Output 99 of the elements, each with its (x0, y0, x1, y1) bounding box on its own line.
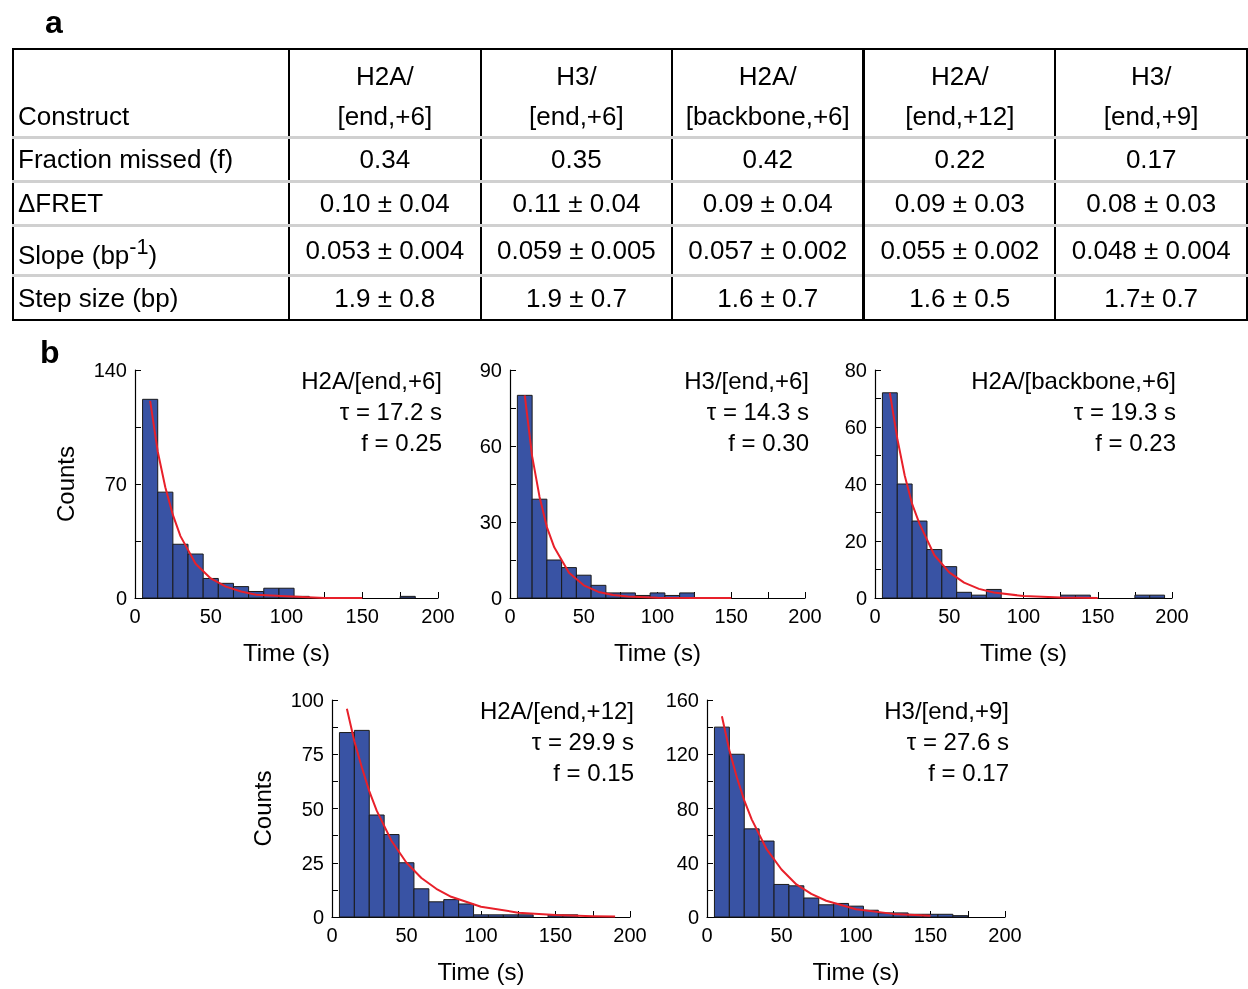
text: H2A/[end,+12] (863, 49, 1056, 137)
text: 0.057 ± 0.002 (672, 225, 864, 276)
annotation: H2A/[backbone,+6] (971, 366, 1176, 394)
text: 0.055 ± 0.002 (863, 225, 1056, 276)
y-tick-label: 160 (665, 689, 699, 711)
text: H2A/[backbone,+6] (672, 49, 864, 137)
y-axis-title: Counts (248, 770, 276, 847)
text: Construct (17, 99, 131, 133)
text: Slope (bp$^{-1}$) (13, 225, 289, 276)
text: a (45, 3, 64, 42)
annotation: f = 0.15 (553, 758, 634, 786)
x-axis-title: Time (s) (812, 957, 900, 985)
annotation: f = 0.23 (1095, 428, 1176, 456)
x-tick-label: 200 (788, 605, 822, 627)
annotation: τ = 17.2 s (339, 397, 442, 425)
annotation: τ = 19.3 s (1073, 397, 1176, 425)
x-axis-title: Time (s) (613, 638, 702, 666)
annotation: H2A/[end,+6] (301, 366, 442, 394)
y-tick-label: 60 (844, 416, 867, 438)
x-tick-label: 50 (395, 924, 418, 946)
x-tick-label: 0 (129, 605, 141, 627)
x-tick-label: 0 (326, 924, 338, 946)
y-tick-label: 60 (479, 435, 502, 457)
y-tick-label: 80 (676, 797, 699, 820)
y-tick-label: 0 (115, 587, 127, 609)
text: 0.17 (1055, 137, 1247, 181)
x-axis-title: Time (s) (242, 638, 331, 666)
annotation: τ = 27.6 s (906, 727, 1009, 755)
y-tick-label: 120 (665, 743, 699, 766)
text: 1.6 ± 0.5 (863, 275, 1056, 320)
y-axis-title: Counts (51, 445, 79, 523)
x-tick-label: 100 (640, 605, 675, 627)
x-tick-label: 0 (504, 605, 516, 627)
x-axis-title: Time (s) (437, 957, 525, 985)
y-tick-label: 75 (301, 743, 324, 766)
y-tick-label: 0 (855, 587, 867, 609)
text: 0.11 ± 0.04 (480, 181, 673, 225)
annotation: H2A/[end,+12] (479, 696, 634, 724)
y-tick-label: 30 (479, 511, 502, 533)
x-tick-label: 50 (770, 924, 793, 946)
text: Fraction missed (f) (13, 137, 289, 181)
y-tick-label: 140 (93, 359, 127, 381)
text: 0.35 (480, 137, 673, 181)
x-tick-label: 200 (613, 924, 647, 946)
text: 1.9 ± 0.7 (480, 275, 673, 320)
x-tick-label: 100 (1006, 605, 1041, 627)
y-tick-label: 0 (490, 587, 502, 609)
chart-title: b (40, 334, 60, 371)
text: 0.048 ± 0.004 (1055, 225, 1247, 276)
text: H3/[end,+9] (1055, 49, 1247, 137)
annotation: f = 0.25 (361, 428, 442, 456)
text: 0.10 ± 0.04 (289, 181, 481, 225)
text: H3/[end,+6] (480, 49, 673, 137)
y-tick-label: 0 (687, 906, 699, 928)
x-tick-label: 0 (869, 605, 881, 627)
text: 1.7± 0.7 (1055, 275, 1247, 320)
x-axis-title: Time (s) (979, 638, 1068, 666)
text: 0.059 ± 0.005 (480, 225, 673, 276)
x-tick-label: 50 (938, 605, 961, 627)
text: 0.34 (289, 137, 481, 181)
text: 0.42 (672, 137, 864, 181)
x-tick-label: 150 (345, 605, 379, 627)
annotation: f = 0.30 (728, 428, 809, 456)
x-tick-label: 100 (269, 605, 304, 627)
x-tick-label: 50 (572, 605, 595, 627)
text: 1.9 ± 0.8 (289, 275, 481, 320)
text: 0.22 (863, 137, 1056, 181)
text: 0.053 ± 0.004 (289, 225, 481, 276)
x-tick-label: 200 (1155, 605, 1189, 627)
y-tick-label: 70 (104, 473, 127, 495)
y-tick-label: 0 (312, 906, 324, 928)
y-tick-label: 100 (290, 689, 324, 711)
annotation: τ = 14.3 s (706, 397, 809, 425)
x-tick-label: 200 (421, 605, 455, 627)
text: H2A/[end,+6] (289, 49, 481, 137)
y-tick-label: 20 (844, 530, 867, 552)
x-tick-label: 150 (913, 924, 948, 946)
x-tick-label: 200 (988, 924, 1022, 946)
y-tick-label: 40 (676, 851, 699, 874)
text: 1.6 ± 0.7 (672, 275, 864, 320)
text: 0.09 ± 0.03 (863, 181, 1056, 225)
x-tick-label: 150 (1081, 605, 1115, 627)
y-tick-label: 40 (844, 473, 867, 495)
x-tick-label: 150 (538, 924, 573, 946)
y-tick-label: 90 (479, 359, 502, 381)
x-tick-label: 150 (714, 605, 748, 627)
annotation: H3/[end,+9] (884, 696, 1009, 724)
text: ΔFRET (13, 181, 289, 225)
annotation: f = 0.17 (928, 758, 1009, 786)
x-tick-label: 50 (199, 605, 222, 627)
y-tick-label: 50 (301, 797, 324, 820)
y-tick-label: 80 (844, 359, 867, 381)
text: Step size (bp) (13, 275, 289, 320)
annotation: H3/[end,+6] (684, 366, 809, 394)
annotation: τ = 29.9 s (531, 727, 634, 755)
text: 0.09 ± 0.04 (672, 181, 864, 225)
text: 0.08 ± 0.03 (1055, 181, 1247, 225)
x-tick-label: 0 (701, 924, 713, 946)
y-tick-label: 25 (301, 851, 324, 874)
